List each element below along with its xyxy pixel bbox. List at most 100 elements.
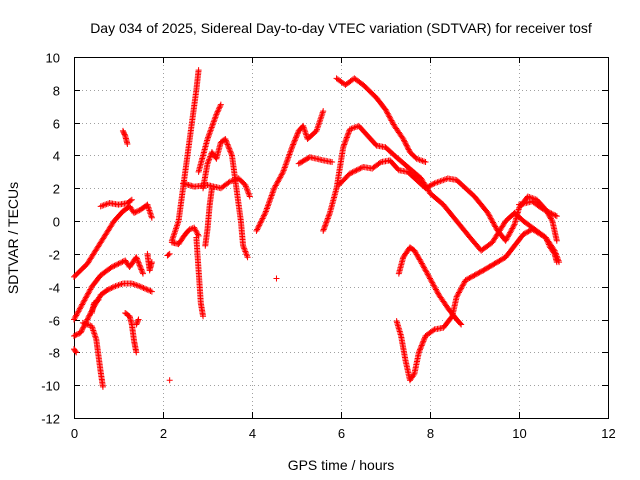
data-point <box>343 135 350 142</box>
x-tick-label: 6 <box>338 426 345 441</box>
data-point <box>432 285 439 292</box>
data-point <box>540 206 547 213</box>
data-point <box>241 245 248 252</box>
data-point <box>321 223 328 230</box>
data-point <box>143 286 150 293</box>
data-point <box>74 309 81 316</box>
data-point <box>543 207 550 214</box>
data-point <box>411 247 418 254</box>
data-point <box>552 249 559 256</box>
data-point <box>283 158 290 165</box>
data-point <box>502 237 509 244</box>
data-point <box>269 189 276 196</box>
series-track-ab <box>393 226 563 384</box>
data-point <box>112 283 119 290</box>
data-point <box>72 348 79 355</box>
data-point <box>507 228 514 235</box>
data-point <box>317 117 324 124</box>
data-point <box>209 123 216 130</box>
data-point <box>273 181 280 188</box>
data-point <box>405 146 412 153</box>
data-point <box>462 277 469 284</box>
data-point <box>403 142 410 149</box>
y-tick-label: 2 <box>53 182 60 197</box>
data-point <box>556 259 563 266</box>
data-point <box>476 269 483 276</box>
data-point <box>288 145 295 152</box>
data-point <box>133 208 140 215</box>
data-point <box>186 226 193 233</box>
data-point <box>79 319 86 326</box>
data-point <box>319 111 326 118</box>
data-point <box>419 157 426 164</box>
data-point <box>425 272 432 279</box>
data-point <box>216 104 223 111</box>
data-point <box>85 289 92 296</box>
data-point <box>131 209 138 216</box>
data-point <box>223 138 230 145</box>
data-point <box>227 149 234 156</box>
data-point <box>211 115 218 122</box>
x-tick-label: 0 <box>71 426 78 441</box>
data-point <box>419 339 426 346</box>
data-point <box>138 267 145 274</box>
data-point <box>284 155 291 162</box>
data-point <box>193 228 200 235</box>
data-point <box>458 284 465 291</box>
data-point <box>430 282 437 289</box>
data-point <box>526 194 533 201</box>
data-point <box>431 180 438 187</box>
data-point <box>226 178 233 185</box>
data-point <box>271 183 278 190</box>
data-point <box>170 231 177 238</box>
data-point <box>318 114 325 121</box>
data-point <box>289 144 296 151</box>
data-point <box>224 141 231 148</box>
x-axis-label: GPS time / hours <box>288 457 395 473</box>
data-point <box>205 159 212 166</box>
data-point <box>139 269 146 276</box>
data-point <box>214 110 221 117</box>
series-track-e <box>88 296 102 316</box>
data-point <box>290 140 297 147</box>
data-point <box>459 282 466 289</box>
data-point <box>87 286 94 293</box>
data-point <box>422 159 429 166</box>
data-point <box>133 282 140 289</box>
data-point <box>73 312 80 319</box>
data-point <box>453 293 460 300</box>
data-point <box>85 313 92 320</box>
data-point <box>520 231 527 238</box>
data-point <box>413 155 420 162</box>
data-point <box>246 193 253 200</box>
data-point <box>552 250 559 257</box>
data-point <box>415 349 422 356</box>
y-tick-label: 0 <box>53 215 60 230</box>
data-point <box>275 177 282 184</box>
data-point <box>349 169 356 176</box>
data-point <box>291 137 298 144</box>
data-point <box>108 285 115 292</box>
data-point <box>351 124 358 131</box>
data-point <box>551 211 558 218</box>
data-point <box>263 205 270 212</box>
data-point <box>404 145 411 152</box>
series-track-l <box>166 377 173 384</box>
data-point <box>138 266 145 273</box>
data-point <box>85 322 92 329</box>
data-point <box>326 211 333 218</box>
series-track-b <box>71 254 146 323</box>
data-point <box>134 256 141 263</box>
data-point <box>389 120 396 127</box>
data-point <box>133 254 140 261</box>
data-point <box>415 156 422 163</box>
data-point <box>262 208 269 215</box>
y-tick-label: 10 <box>46 51 60 66</box>
data-point <box>424 270 431 277</box>
data-point <box>213 111 220 118</box>
data-point <box>71 332 77 339</box>
data-point <box>350 168 357 175</box>
data-point <box>260 212 267 219</box>
series-track-t <box>202 185 215 249</box>
data-point <box>72 332 79 339</box>
